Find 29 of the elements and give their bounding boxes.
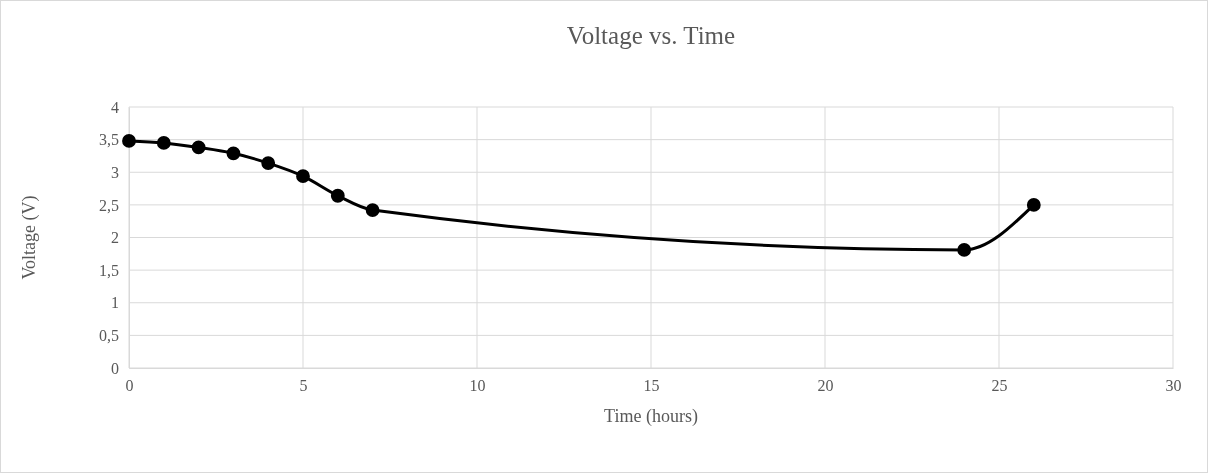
y-tick-label: 2,5	[99, 196, 119, 214]
point	[330, 188, 345, 203]
y-tick-label: 4	[111, 98, 119, 116]
y-tick-label: 0,5	[99, 326, 119, 344]
point	[226, 146, 241, 161]
point	[261, 156, 276, 171]
point	[156, 135, 171, 150]
point	[191, 140, 206, 155]
point	[365, 203, 380, 217]
y-tick-label: 3,5	[99, 131, 119, 149]
y-tick-label: 3	[111, 163, 119, 181]
chart-title: Voltage vs. Time	[566, 22, 736, 49]
y-tick-label: 0	[111, 359, 119, 377]
y-tick-label: 2	[111, 229, 119, 247]
x-axis-title: Time (hours)	[604, 406, 698, 427]
x-tick-label: 25	[991, 377, 1008, 395]
x-tick-label: 10	[469, 377, 486, 395]
point	[122, 134, 136, 148]
point	[296, 169, 310, 184]
x-tick-label: 30	[1165, 377, 1182, 395]
x-tick-label: 15	[643, 377, 660, 395]
y-tick-label: 1	[111, 294, 119, 312]
x-tick-label: 0	[125, 377, 134, 395]
point	[1026, 197, 1041, 212]
y-tick-label: 1,5	[99, 261, 119, 279]
x-tick-label: 20	[817, 377, 834, 395]
point	[957, 243, 972, 257]
y-axis-title: Voltage (V)	[19, 195, 40, 280]
x-tick-label: 5	[299, 377, 308, 395]
